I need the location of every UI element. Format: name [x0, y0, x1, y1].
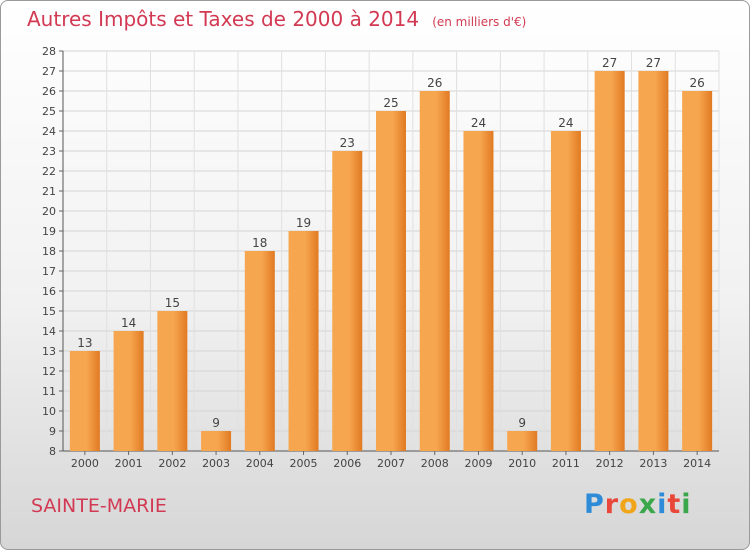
bar-2012 [594, 71, 625, 451]
bar-value-label: 9 [212, 416, 220, 430]
y-tick-label: 21 [42, 185, 56, 198]
x-tick-label: 2004 [246, 457, 274, 470]
bar-2000 [69, 351, 100, 451]
y-tick-label: 22 [42, 165, 56, 178]
y-tick-label: 27 [42, 65, 56, 78]
bar-value-label: 25 [383, 96, 398, 110]
bar-value-label: 19 [296, 216, 311, 230]
y-tick-label: 17 [42, 265, 56, 278]
bar-value-label: 26 [427, 76, 442, 90]
chart-title: Autres Impôts et Taxes de 2000 à 2014 (e… [27, 7, 526, 31]
x-tick-label: 2006 [333, 457, 361, 470]
x-tick-label: 2009 [464, 457, 492, 470]
bar-value-label: 9 [518, 416, 526, 430]
x-tick-label: 2002 [158, 457, 186, 470]
bar-value-label: 23 [340, 136, 355, 150]
x-tick-label: 2003 [202, 457, 230, 470]
bar-value-label: 26 [689, 76, 704, 90]
bar-2001 [113, 331, 144, 451]
logo-letter: i [657, 489, 668, 520]
bar-value-label: 24 [558, 116, 573, 130]
y-tick-label: 25 [42, 105, 56, 118]
y-tick-label: 14 [42, 325, 56, 338]
bar-2009 [463, 131, 494, 451]
bar-value-label: 24 [471, 116, 486, 130]
y-tick-label: 11 [42, 385, 56, 398]
x-tick-label: 2010 [508, 457, 536, 470]
bar-value-label: 27 [646, 56, 661, 70]
bar-2006 [332, 151, 363, 451]
logo-letter: r [604, 489, 620, 520]
logo-letter: o [619, 489, 639, 520]
bar-2008 [419, 91, 450, 451]
unit-label: (en milliers d'€) [432, 15, 527, 29]
bar-2014 [682, 91, 713, 451]
x-tick-label: 2013 [639, 457, 667, 470]
y-tick-label: 23 [42, 145, 56, 158]
x-tick-label: 2001 [115, 457, 143, 470]
y-tick-label: 9 [49, 425, 56, 438]
proxiti-logo: Proxiti [584, 489, 692, 520]
bar-2010 [507, 431, 538, 451]
x-tick-label: 2005 [290, 457, 318, 470]
bar-value-label: 15 [165, 296, 180, 310]
bar-value-label: 13 [77, 336, 92, 350]
title-text: Autres Impôts et Taxes de 2000 à 2014 [27, 7, 420, 31]
bar-2003 [201, 431, 232, 451]
x-tick-label: 2014 [683, 457, 711, 470]
x-tick-label: 2000 [71, 457, 99, 470]
bar-2004 [244, 251, 275, 451]
y-tick-label: 13 [42, 345, 56, 358]
town-name: SAINTE-MARIE [31, 495, 167, 517]
y-tick-label: 28 [42, 45, 56, 58]
bar-value-label: 14 [121, 316, 136, 330]
y-tick-label: 26 [42, 85, 56, 98]
bar-2005 [288, 231, 319, 451]
y-tick-label: 15 [42, 305, 56, 318]
y-tick-label: 16 [42, 285, 56, 298]
bar-2007 [376, 111, 406, 451]
y-tick-label: 10 [42, 405, 56, 418]
labels: 13 14 15 9 18 19 23 25 26 24 9 24 27 27 26 [77, 56, 705, 430]
x-tick-label: 2012 [596, 457, 624, 470]
y-tick-label: 20 [42, 205, 56, 218]
x-tick-label: 2008 [421, 457, 449, 470]
logo-letter: i [681, 489, 692, 520]
y-tick-label: 12 [42, 365, 56, 378]
y-tick-label: 18 [42, 245, 56, 258]
y-tick-label: 24 [42, 125, 56, 138]
bar-2013 [638, 71, 669, 451]
bars [69, 71, 713, 451]
y-tick-label: 19 [42, 225, 56, 238]
bar-value-label: 18 [252, 236, 267, 250]
bar-2002 [157, 311, 188, 451]
x-tick-label: 2007 [377, 457, 405, 470]
logo-letter: t [667, 489, 682, 520]
bar-2011 [550, 131, 581, 451]
logo-letter: P [584, 489, 605, 520]
x-tick-label: 2011 [552, 457, 580, 470]
y-tick-label: 8 [49, 445, 56, 458]
bar-value-label: 27 [602, 56, 617, 70]
logo-letter: x [638, 489, 658, 520]
